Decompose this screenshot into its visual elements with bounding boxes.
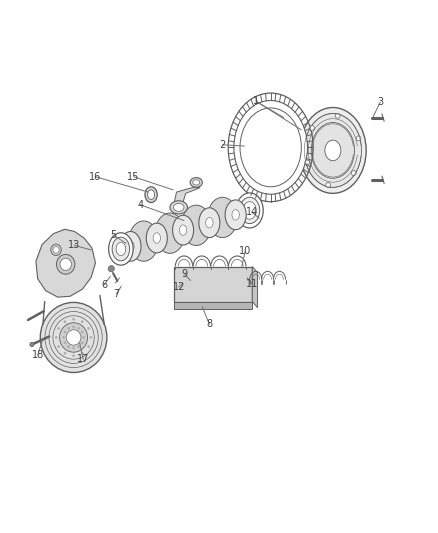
Ellipse shape	[190, 177, 202, 187]
Circle shape	[310, 125, 314, 130]
Ellipse shape	[232, 209, 239, 220]
Circle shape	[55, 336, 57, 339]
Circle shape	[57, 327, 60, 329]
Ellipse shape	[181, 205, 211, 246]
Circle shape	[87, 327, 90, 329]
Ellipse shape	[243, 201, 256, 219]
Ellipse shape	[129, 221, 159, 261]
Text: 10: 10	[239, 246, 251, 256]
Ellipse shape	[240, 108, 301, 187]
Ellipse shape	[311, 123, 354, 179]
Ellipse shape	[300, 108, 366, 193]
Ellipse shape	[173, 204, 184, 211]
Circle shape	[81, 352, 84, 354]
Ellipse shape	[53, 247, 59, 253]
Ellipse shape	[304, 114, 361, 187]
Circle shape	[64, 352, 66, 354]
Ellipse shape	[199, 208, 220, 238]
Circle shape	[81, 331, 84, 334]
Ellipse shape	[240, 197, 260, 223]
Ellipse shape	[225, 200, 246, 230]
Circle shape	[356, 136, 361, 141]
Circle shape	[72, 318, 75, 320]
Ellipse shape	[170, 201, 187, 214]
Circle shape	[64, 320, 66, 323]
Circle shape	[77, 345, 80, 348]
Circle shape	[335, 114, 340, 118]
Circle shape	[82, 336, 85, 339]
Ellipse shape	[112, 237, 130, 261]
Text: 15: 15	[127, 172, 140, 182]
Circle shape	[64, 342, 66, 344]
Circle shape	[72, 346, 75, 349]
Text: 9: 9	[182, 269, 188, 279]
Ellipse shape	[127, 241, 134, 252]
Ellipse shape	[66, 330, 81, 345]
Ellipse shape	[109, 233, 133, 265]
Ellipse shape	[116, 243, 126, 255]
Circle shape	[57, 345, 60, 348]
Text: 17: 17	[77, 354, 89, 365]
Circle shape	[67, 345, 70, 348]
Ellipse shape	[148, 190, 155, 199]
Circle shape	[108, 265, 114, 272]
Ellipse shape	[236, 193, 263, 228]
Text: 3: 3	[377, 97, 383, 107]
Text: 13: 13	[68, 240, 81, 251]
Circle shape	[77, 327, 80, 330]
Text: 6: 6	[101, 280, 107, 290]
Circle shape	[326, 183, 331, 188]
Ellipse shape	[120, 231, 141, 261]
Circle shape	[87, 345, 90, 348]
Ellipse shape	[40, 302, 107, 373]
Text: 12: 12	[173, 282, 185, 292]
Text: 8: 8	[206, 319, 212, 329]
Ellipse shape	[155, 213, 185, 253]
Circle shape	[90, 336, 92, 339]
Text: 4: 4	[137, 200, 143, 210]
Text: 18: 18	[32, 350, 44, 360]
Circle shape	[351, 171, 356, 175]
Ellipse shape	[60, 323, 88, 352]
Ellipse shape	[208, 197, 237, 238]
Polygon shape	[174, 188, 200, 202]
Ellipse shape	[145, 187, 157, 203]
Ellipse shape	[153, 233, 160, 243]
Ellipse shape	[180, 225, 187, 236]
Text: 2: 2	[219, 140, 226, 150]
Text: 16: 16	[89, 172, 102, 182]
Ellipse shape	[60, 258, 71, 270]
Circle shape	[30, 342, 34, 346]
Ellipse shape	[325, 140, 341, 161]
Ellipse shape	[193, 180, 200, 185]
Circle shape	[81, 342, 84, 344]
Text: 11: 11	[246, 279, 258, 289]
Text: 14: 14	[246, 207, 258, 217]
Circle shape	[72, 354, 75, 357]
Circle shape	[67, 327, 70, 330]
Ellipse shape	[173, 215, 194, 245]
Ellipse shape	[57, 254, 75, 274]
Circle shape	[64, 331, 66, 334]
Text: 5: 5	[110, 230, 116, 240]
Ellipse shape	[206, 217, 213, 228]
Bar	[174, 266, 252, 302]
Ellipse shape	[146, 223, 167, 253]
Text: 1: 1	[253, 96, 259, 107]
Text: 7: 7	[113, 289, 120, 298]
Circle shape	[305, 160, 310, 165]
Ellipse shape	[234, 101, 307, 194]
Circle shape	[81, 320, 84, 323]
Polygon shape	[252, 266, 258, 308]
Bar	[174, 302, 252, 309]
Ellipse shape	[51, 244, 61, 255]
Circle shape	[62, 336, 65, 339]
Polygon shape	[36, 229, 95, 297]
Circle shape	[72, 326, 75, 328]
